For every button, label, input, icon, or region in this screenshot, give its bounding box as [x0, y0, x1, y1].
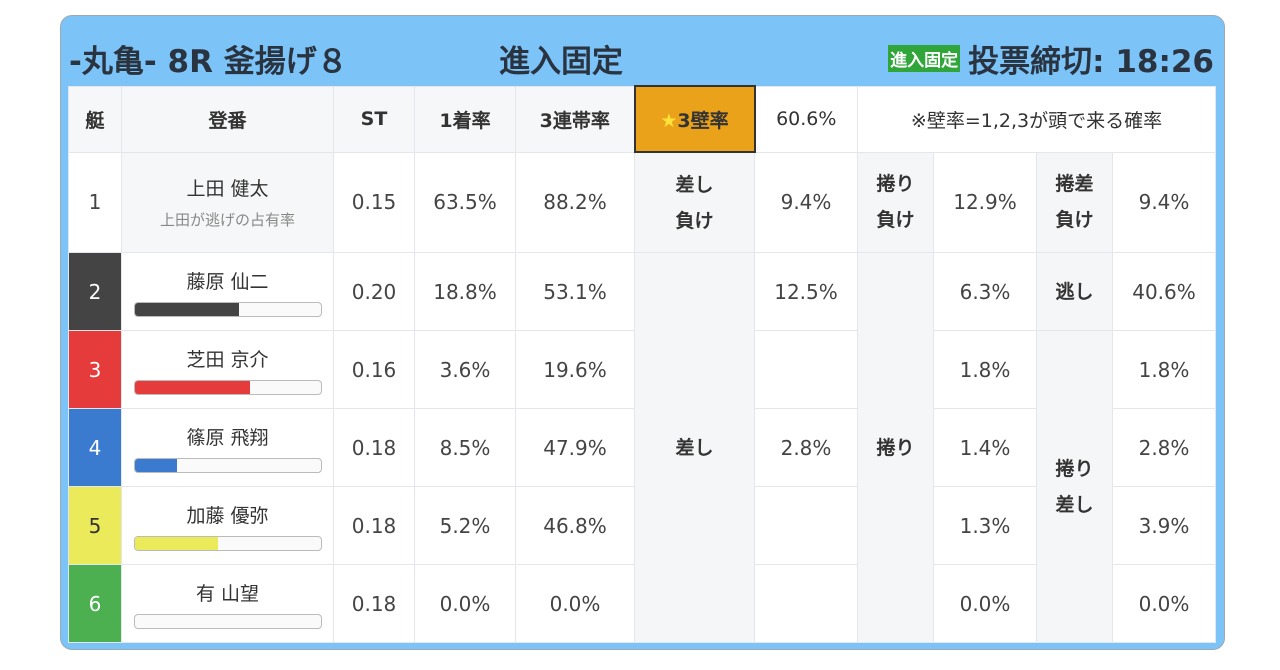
progress-bar	[133, 379, 322, 395]
progress-bar	[133, 613, 322, 629]
waku: 4	[68, 408, 122, 487]
progress-fill	[134, 380, 250, 394]
last-value: 40.6%	[1112, 252, 1216, 331]
sashi-value	[754, 330, 858, 409]
col-wall[interactable]: ★3壁率	[633, 85, 756, 153]
fixed-course-badge: 進入固定	[888, 45, 961, 72]
table-row: 1 上田 健太 上田が逃げの占有率 0.15 63.5% 88.2% 差し 負け 9…	[68, 151, 1216, 253]
table-row: 3 芝田 京介 0.16 3.6% 19.6% 1.8% 捲り 差し 1.8%	[68, 330, 1216, 643]
sashi-value: 12.5%	[754, 252, 858, 331]
wall-note: ※壁率=1,2,3が頭で来る確率	[857, 85, 1216, 153]
progress-fill	[134, 302, 239, 316]
top3-rate: 53.1%	[515, 252, 635, 331]
makuri-value: 1.8%	[933, 330, 1037, 409]
progress-bar	[133, 301, 322, 317]
racer: 芝田 京介	[121, 330, 334, 409]
makuri-value: 1.4%	[933, 408, 1037, 487]
nige-label: 逃し	[1036, 252, 1113, 331]
deadline: 投票締切: 18:26	[968, 44, 1214, 80]
makusashi-make-label: 捲差 負け	[1036, 151, 1113, 253]
progress-fill	[134, 458, 178, 472]
top3-rate: 0.0%	[515, 564, 635, 643]
sashi-value: 2.8%	[754, 408, 858, 487]
waku: 2	[68, 252, 122, 331]
wall-value: 60.6%	[754, 85, 858, 153]
waku: 5	[68, 486, 122, 565]
makuri-make-value: 12.9%	[933, 151, 1037, 253]
last-value: 0.0%	[1112, 564, 1216, 643]
top3-rate: 19.6%	[515, 330, 635, 409]
table-row: 6 有 山望 0.18 0.0% 0.0% 0.0% 0.0%	[68, 564, 1216, 643]
course-status: 進入固定	[499, 44, 623, 80]
col-top3: 3連帯率	[515, 85, 635, 153]
makusashi-label: 捲り 差し	[1036, 330, 1113, 643]
makusashi-make-value: 9.4%	[1112, 151, 1216, 253]
race-card: -丸亀- 8R 釜揚げ８ 進入固定 進入固定 投票締切: 18:26 艇 登番 …	[60, 15, 1225, 650]
top3-rate: 47.9%	[515, 408, 635, 487]
col-waku: 艇	[68, 85, 122, 153]
racer: 篠原 飛翔	[121, 408, 334, 487]
star-icon: ★	[660, 109, 678, 132]
header-row: 艇 登番 ST 1着率 3連帯率 ★3壁率 60.6% ※壁率=1,2,3が頭で…	[68, 85, 1216, 153]
waku: 3	[68, 330, 122, 409]
makuri-make-label: 捲り 負け	[857, 151, 934, 253]
racer: 加藤 優弥	[121, 486, 334, 565]
makuri-value: 0.0%	[933, 564, 1037, 643]
makuri-label: 捲り	[857, 252, 934, 643]
col-toban: 登番	[121, 85, 334, 153]
progress-bar	[133, 535, 322, 551]
win-rate: 8.5%	[414, 408, 516, 487]
st: 0.18	[333, 408, 415, 487]
st: 0.20	[333, 252, 415, 331]
win-rate: 3.6%	[414, 330, 516, 409]
waku: 6	[68, 564, 122, 643]
racer: 上田 健太 上田が逃げの占有率	[121, 151, 334, 253]
sashi-value	[754, 486, 858, 565]
top3-rate: 88.2%	[515, 151, 635, 253]
table-row: 4 篠原 飛翔 0.18 8.5% 47.9% 2.8% 1.4% 2.8%	[68, 408, 1216, 487]
sashi-make-value: 9.4%	[754, 151, 858, 253]
sashi-value	[754, 564, 858, 643]
st: 0.16	[333, 330, 415, 409]
st: 0.18	[333, 564, 415, 643]
table-row: 5 加藤 優弥 0.18 5.2% 46.8% 1.3% 3.9%	[68, 486, 1216, 565]
makuri-value: 1.3%	[933, 486, 1037, 565]
progress-fill	[134, 536, 219, 550]
col-win: 1着率	[414, 85, 516, 153]
col-st: ST	[333, 85, 415, 153]
stats-table: 艇 登番 ST 1着率 3連帯率 ★3壁率 60.6% ※壁率=1,2,3が頭で…	[68, 85, 1216, 643]
top3-rate: 46.8%	[515, 486, 635, 565]
st: 0.15	[333, 151, 415, 253]
race-title: -丸亀- 8R 釜揚げ８	[69, 44, 348, 80]
waku: 1	[68, 151, 122, 253]
last-value: 3.9%	[1112, 486, 1216, 565]
last-value: 1.8%	[1112, 330, 1216, 409]
table-row: 2 藤原 仙二 0.20 18.8% 53.1% 差し 12.5% 捲り 6.3% 逃し 4…	[68, 252, 1216, 643]
win-rate: 18.8%	[414, 252, 516, 331]
sashi-make-label: 差し 負け	[634, 151, 755, 253]
racer: 有 山望	[121, 564, 334, 643]
makuri-value: 6.3%	[933, 252, 1037, 331]
win-rate: 0.0%	[414, 564, 516, 643]
sashi-label: 差し	[634, 252, 755, 643]
racer: 藤原 仙二	[121, 252, 334, 331]
progress-bar	[133, 457, 322, 473]
last-value: 2.8%	[1112, 408, 1216, 487]
st: 0.18	[333, 486, 415, 565]
win-rate: 5.2%	[414, 486, 516, 565]
win-rate: 63.5%	[414, 151, 516, 253]
